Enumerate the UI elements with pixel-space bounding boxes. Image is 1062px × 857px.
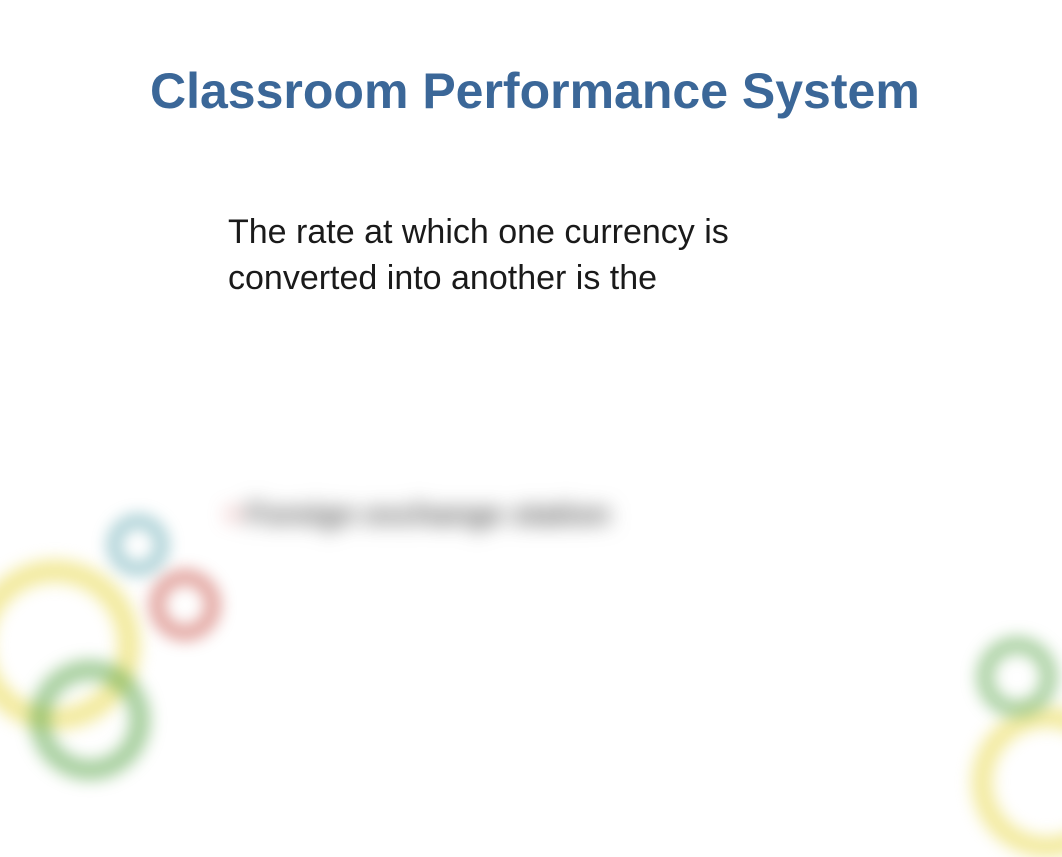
decorative-ring-icon [108,515,168,575]
blurred-answer-text: Foreign exchange station [247,498,610,531]
decorative-ring-icon [977,637,1057,717]
slide-title: Classroom Performance System [150,62,920,120]
decorative-ring-icon [30,660,150,780]
slide-body-text: The rate at which one currency is conver… [228,210,878,302]
decorative-ring-icon [972,707,1062,857]
bullet-icon: • [228,498,239,531]
blurred-answer: •Foreign exchange station [228,498,610,532]
decorative-ring-icon [150,570,220,640]
slide: Classroom Performance System The rate at… [0,0,1062,797]
